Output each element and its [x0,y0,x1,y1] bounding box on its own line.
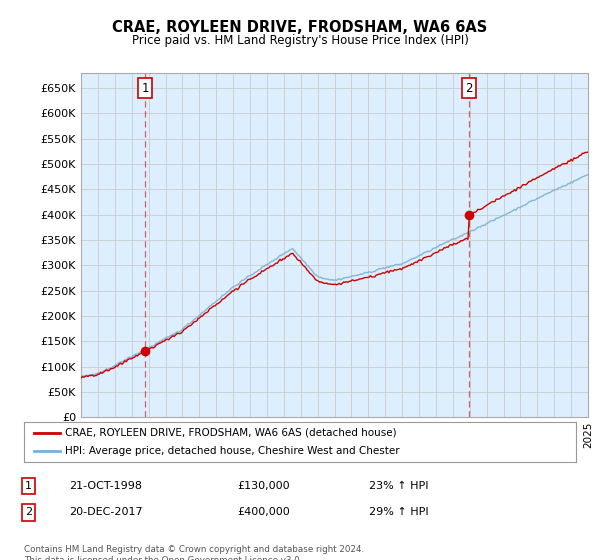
Text: 1: 1 [25,481,32,491]
Text: 29% ↑ HPI: 29% ↑ HPI [369,507,428,517]
Text: CRAE, ROYLEEN DRIVE, FRODSHAM, WA6 6AS (detached house): CRAE, ROYLEEN DRIVE, FRODSHAM, WA6 6AS (… [65,428,397,437]
Text: 20-DEC-2017: 20-DEC-2017 [69,507,143,517]
Text: CRAE, ROYLEEN DRIVE, FRODSHAM, WA6 6AS: CRAE, ROYLEEN DRIVE, FRODSHAM, WA6 6AS [112,20,488,35]
Text: HPI: Average price, detached house, Cheshire West and Chester: HPI: Average price, detached house, Ches… [65,446,400,456]
Text: 2: 2 [465,82,473,95]
Text: 2: 2 [25,507,32,517]
Text: Price paid vs. HM Land Registry's House Price Index (HPI): Price paid vs. HM Land Registry's House … [131,34,469,46]
Text: 21-OCT-1998: 21-OCT-1998 [69,481,142,491]
Text: 23% ↑ HPI: 23% ↑ HPI [369,481,428,491]
Text: 1: 1 [142,82,149,95]
Text: Contains HM Land Registry data © Crown copyright and database right 2024.
This d: Contains HM Land Registry data © Crown c… [24,545,364,560]
Text: £400,000: £400,000 [237,507,290,517]
Text: £130,000: £130,000 [237,481,290,491]
